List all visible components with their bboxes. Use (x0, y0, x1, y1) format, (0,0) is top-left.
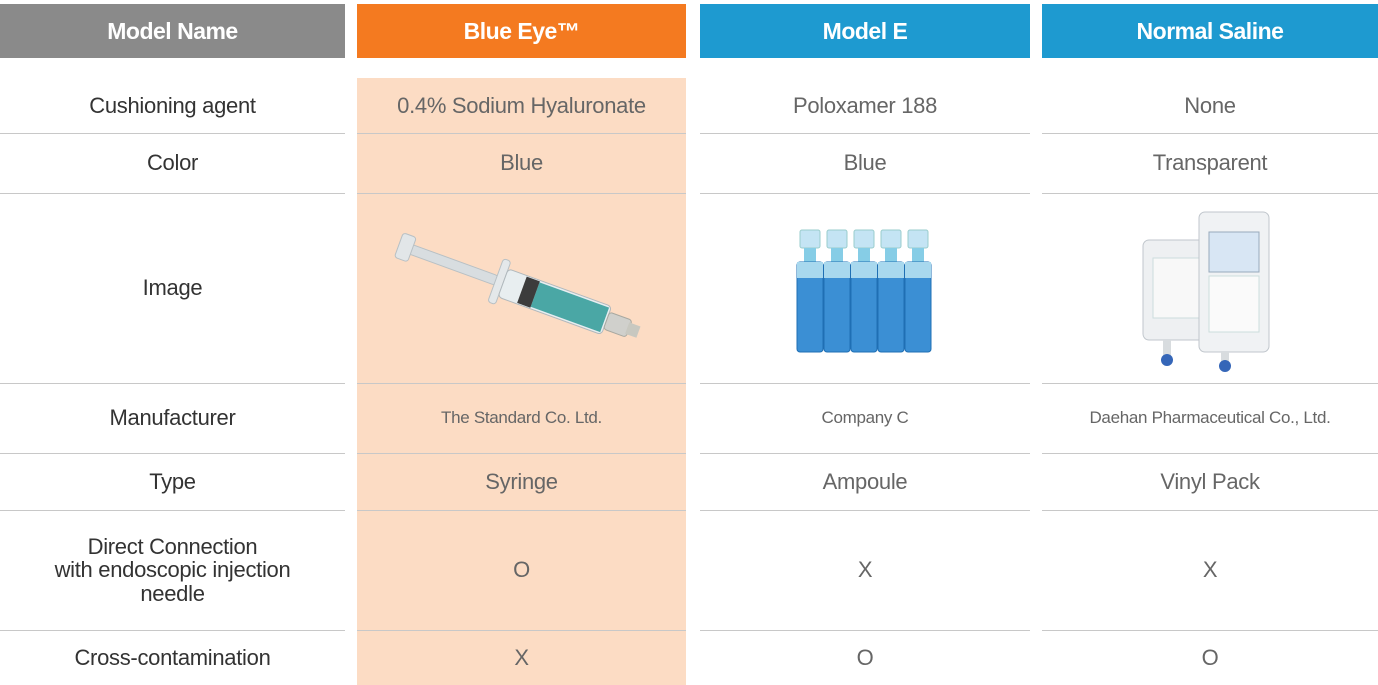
row-separator (700, 193, 1030, 194)
row-label: Type (149, 468, 196, 494)
row-separator (0, 630, 345, 631)
cell-value: Blue (500, 150, 543, 176)
header-cell: Model Name (0, 4, 345, 58)
row-separator (357, 630, 686, 631)
cell-value: O (1201, 644, 1219, 670)
header-cell: Normal Saline (1042, 4, 1378, 58)
cell-value: X (857, 557, 873, 583)
cell-value: Blue (843, 150, 887, 176)
header-cell: Blue Eye™ (357, 4, 686, 58)
row-label: Manufacturer (109, 405, 236, 431)
highlight-column (357, 78, 686, 685)
row-separator (1042, 453, 1378, 454)
row-separator (1042, 383, 1378, 384)
cell-value: X (514, 644, 529, 670)
row-separator (700, 630, 1030, 631)
row-separator (357, 133, 686, 134)
cell-value: Vinyl Pack (1160, 468, 1260, 494)
cell-value: O (513, 557, 530, 583)
row-separator (0, 383, 345, 384)
cell-value: The Standard Co. Ltd. (441, 408, 602, 428)
cell-value: X (1202, 557, 1218, 583)
ampoule-image (796, 229, 932, 353)
row-separator (700, 133, 1030, 134)
cell-value: Ampoule (822, 468, 908, 494)
row-separator (1042, 630, 1378, 631)
cell-value: None (1184, 92, 1236, 118)
cell-value: Company C (821, 408, 909, 428)
row-label: Direct Connection with endoscopic inject… (54, 534, 291, 606)
cell-value: Poloxamer 188 (792, 92, 938, 118)
cell-value: 0.4% Sodium Hyaluronate (397, 92, 646, 118)
row-separator (0, 453, 345, 454)
cell-value: O (856, 644, 874, 670)
row-separator (1042, 510, 1378, 511)
row-separator (0, 193, 345, 194)
cell-value: Syringe (485, 468, 558, 494)
row-label: Cross-contamination (74, 644, 271, 670)
vinyl-pack-image (1142, 211, 1270, 372)
row-label: Color (146, 150, 199, 176)
row-separator (700, 383, 1030, 384)
row-separator (0, 510, 345, 511)
row-label: Image (142, 275, 203, 301)
row-separator (0, 133, 345, 134)
row-separator (357, 453, 686, 454)
syringe-image (394, 233, 641, 338)
row-separator (1042, 133, 1378, 134)
row-separator (357, 193, 686, 194)
cell-value: Daehan Pharmaceutical Co., Ltd. (1089, 408, 1331, 428)
row-separator (357, 510, 686, 511)
row-separator (357, 383, 686, 384)
row-separator (700, 510, 1030, 511)
row-separator (700, 453, 1030, 454)
cell-value: Transparent (1152, 150, 1268, 176)
row-label: Cushioning agent (89, 92, 256, 118)
header-cell: Model E (700, 4, 1030, 58)
row-separator (1042, 193, 1378, 194)
